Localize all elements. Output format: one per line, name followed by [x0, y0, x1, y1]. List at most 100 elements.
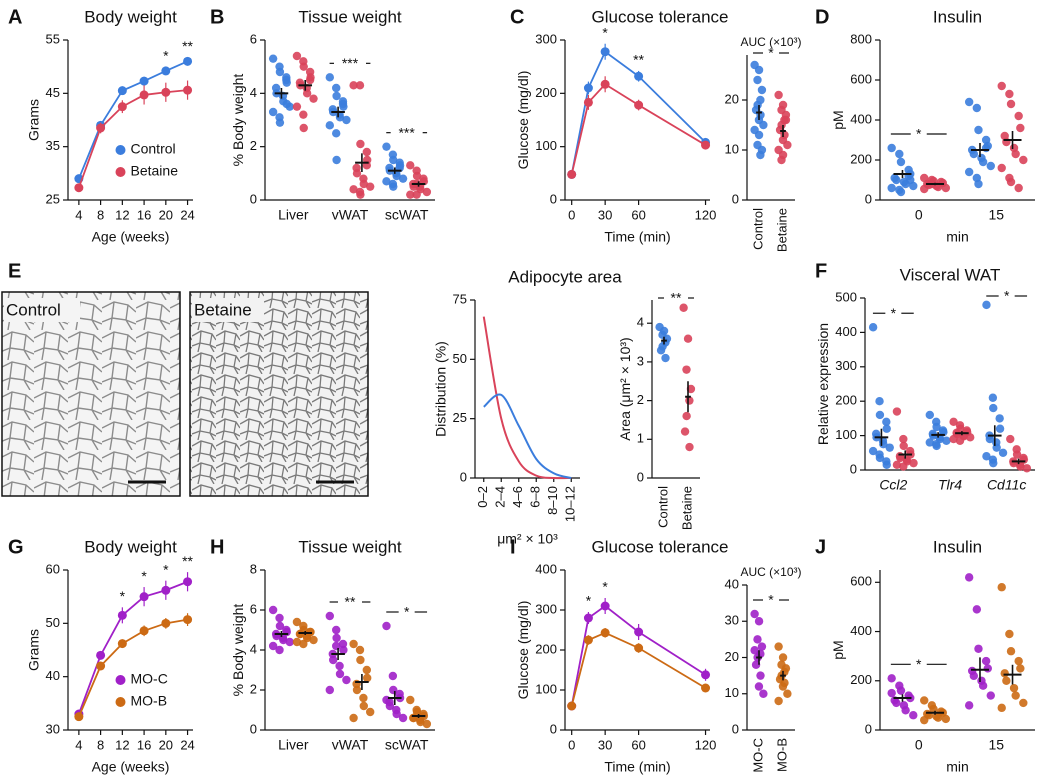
x-tick-label: vWAT — [332, 737, 369, 753]
data-point — [781, 115, 791, 125]
significance: ** — [182, 38, 193, 54]
data-point — [567, 701, 577, 711]
data-point — [974, 644, 983, 653]
x-tick-label: 12 — [115, 737, 129, 752]
data-point — [887, 674, 896, 683]
data-point — [325, 685, 334, 695]
y-tick-label: 40 — [46, 668, 60, 683]
chart-title: Insulin — [933, 7, 982, 26]
data-point — [1005, 89, 1014, 99]
data-point — [989, 458, 998, 468]
data-point — [887, 688, 896, 698]
data-point — [275, 645, 284, 655]
data-point — [292, 617, 302, 627]
x-tick-label: MO-C — [750, 738, 765, 773]
data-point — [906, 175, 915, 185]
data-point — [161, 87, 171, 97]
panel-letter: H — [210, 536, 224, 558]
y-tick-label: 25 — [46, 191, 60, 206]
chart-title: AUC (×10³) — [740, 35, 801, 49]
data-point — [983, 664, 992, 673]
x-tick-label: 0–2 — [475, 486, 490, 508]
micrograph-label: Betaine — [194, 300, 252, 319]
y-tick-label: 0 — [550, 721, 557, 736]
y-tick-label: 1 — [637, 431, 644, 446]
chart-title: Insulin — [933, 537, 982, 556]
y-tick-label: 50 — [453, 351, 467, 366]
x-tick-label: 0 — [915, 737, 923, 753]
density-curve — [482, 316, 572, 480]
data-point — [997, 583, 1006, 592]
data-point — [989, 403, 998, 413]
data-point — [183, 615, 193, 625]
data-point — [701, 140, 711, 150]
data-point — [382, 177, 391, 186]
data-point — [305, 75, 315, 85]
y-tick-label: 100 — [535, 681, 557, 696]
data-point — [1012, 450, 1022, 459]
data-point — [96, 661, 106, 671]
data-point — [139, 90, 149, 100]
significance: * — [602, 579, 608, 595]
x-tick-label: 20 — [159, 737, 173, 752]
micrograph — [189, 291, 369, 497]
data-point — [356, 139, 365, 149]
y-axis-label: pM — [830, 110, 846, 129]
data-point — [753, 75, 762, 85]
data-point — [332, 155, 341, 165]
data-point — [1011, 691, 1020, 700]
data-point — [634, 71, 644, 81]
data-point — [359, 701, 368, 711]
x-tick-label: 16 — [137, 207, 151, 222]
y-tick-label: 400 — [835, 324, 857, 339]
data-point — [161, 585, 171, 595]
x-tick-label: 0 — [568, 207, 575, 222]
data-point — [759, 120, 768, 130]
x-tick-label: 8 — [97, 737, 104, 752]
legend-marker — [115, 675, 126, 685]
y-tick-label: 100 — [535, 138, 557, 153]
significance: * — [163, 47, 169, 63]
y-tick-label: 30 — [725, 613, 739, 628]
x-axis-label: min — [946, 229, 969, 245]
y-tick-label: 2 — [250, 681, 257, 696]
series-line — [570, 50, 707, 175]
x-tick-label: Control — [750, 208, 765, 250]
data-point — [942, 436, 951, 445]
data-point — [895, 149, 904, 159]
chart-title: Adipocyte area — [508, 267, 622, 286]
x-tick-label: scWAT — [385, 737, 429, 753]
x-tick-label: vWAT — [332, 207, 369, 223]
data-point — [777, 155, 786, 165]
data-point — [359, 693, 368, 703]
data-point — [275, 621, 285, 631]
data-point — [406, 161, 415, 170]
data-point — [302, 633, 312, 643]
y-axis-label: Glucose (mg/dl) — [515, 601, 531, 700]
data-point — [349, 639, 358, 649]
y-tick-label: 35 — [46, 138, 60, 153]
data-point — [349, 81, 358, 90]
data-point — [981, 656, 991, 666]
data-point — [1019, 155, 1028, 165]
panel-letter: J — [815, 536, 826, 558]
data-point — [925, 438, 934, 447]
data-point — [995, 414, 1004, 423]
series-line — [78, 60, 188, 180]
significance: *** — [342, 55, 359, 71]
y-axis-label: Glucose (mg/dl) — [515, 71, 531, 170]
data-point — [275, 118, 285, 127]
data-point — [275, 613, 284, 623]
data-point — [997, 703, 1006, 713]
data-point — [422, 187, 432, 197]
y-tick-label: 3 — [637, 353, 644, 368]
x-tick-label: Control — [655, 486, 670, 528]
data-point — [682, 411, 691, 421]
data-point — [754, 617, 764, 626]
data-point — [349, 185, 358, 194]
chart-title: Body weight — [84, 7, 177, 26]
data-point — [1014, 656, 1023, 666]
y-tick-label: 0 — [637, 469, 644, 484]
y-axis-label: pM — [830, 640, 846, 659]
y-tick-label: 55 — [46, 31, 60, 46]
